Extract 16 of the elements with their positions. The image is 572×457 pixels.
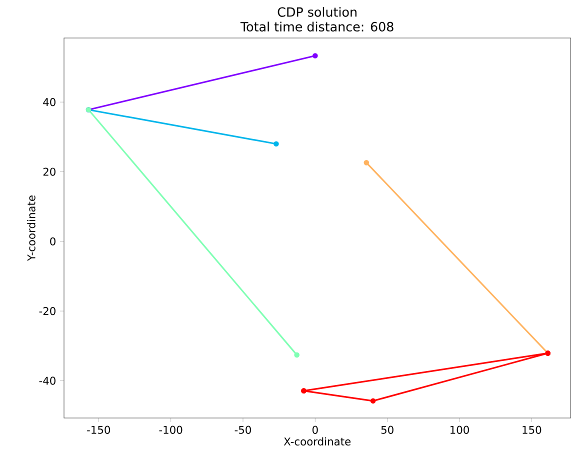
y-tick-label: -40 [39, 376, 56, 385]
x-tick-label: -100 [159, 426, 182, 434]
x-axis-title: X-coordinate [284, 437, 351, 446]
y-tick-label: 40 [43, 98, 56, 106]
x-tick-label: 50 [381, 426, 394, 434]
x-tick-label: -50 [234, 426, 252, 434]
x-tick-label: 150 [522, 426, 542, 434]
y-axis-title: Y-coordinate [27, 196, 36, 262]
y-tick-label: 0 [50, 237, 56, 246]
y-tick-label: -20 [39, 307, 56, 316]
x-tick-label: 0 [312, 426, 318, 434]
chart-subtitle: Total time distance: 608 [240, 22, 394, 32]
y-tick-label: 20 [43, 168, 56, 176]
x-tick-label: -150 [87, 426, 110, 434]
x-tick-label: 100 [450, 426, 469, 434]
chart-title: CDP solution [278, 7, 356, 17]
